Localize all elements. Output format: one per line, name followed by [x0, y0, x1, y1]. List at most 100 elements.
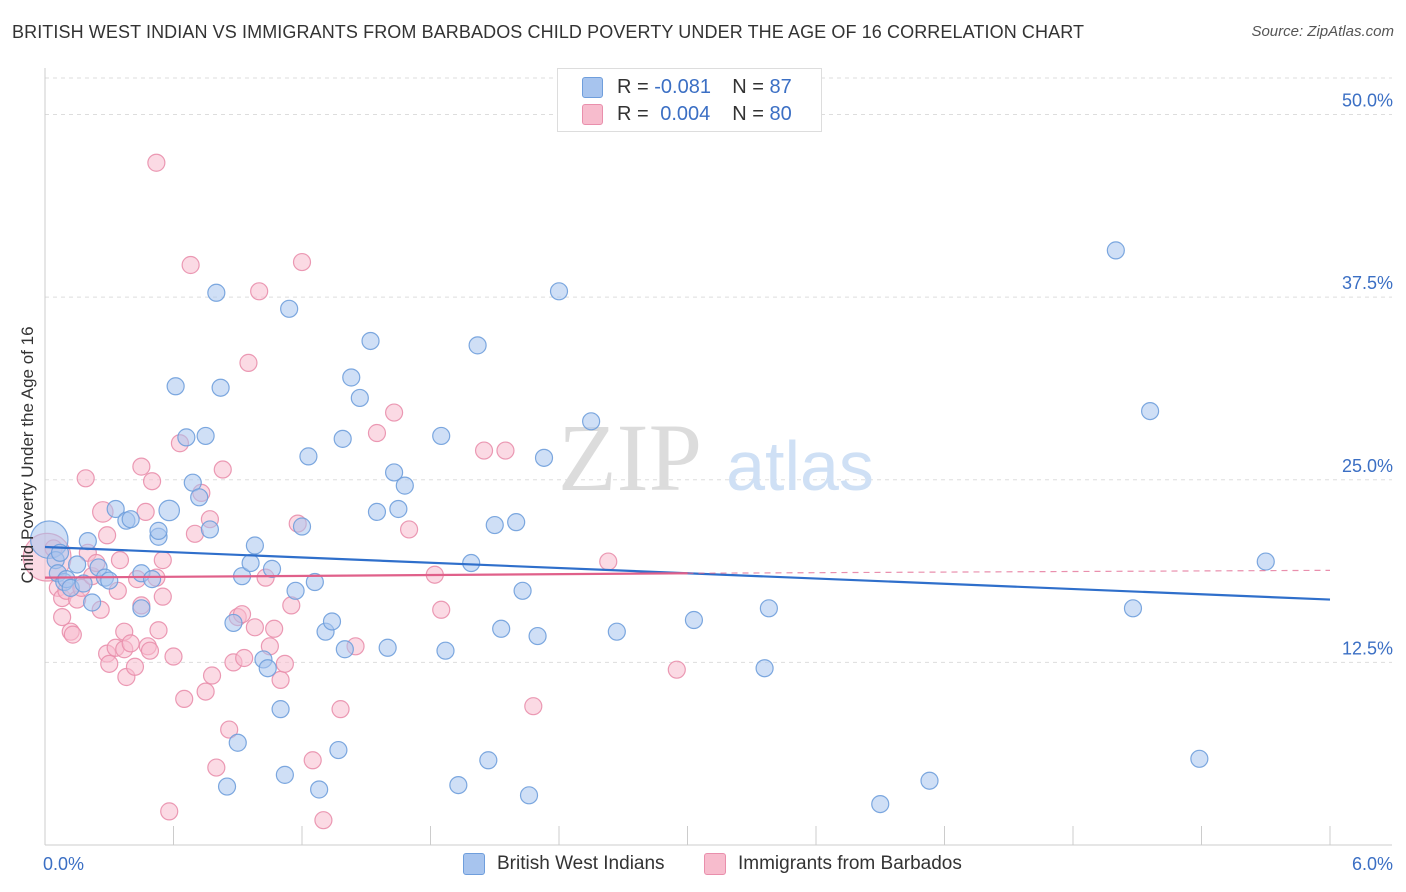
data-point: [132, 599, 151, 618]
data-point: [262, 559, 282, 578]
bottom-legend-british-west-indians: British West Indians: [463, 852, 665, 876]
data-point: [258, 659, 277, 678]
data-point: [599, 552, 618, 571]
data-point: [136, 502, 155, 522]
bottom-legend-immigrants-from-barbados: Immigrants from Barbados: [704, 852, 962, 876]
trend-line-extension-immigrants-from-barbados: [687, 569, 1331, 574]
data-point: [342, 368, 361, 387]
data-point: [121, 634, 140, 653]
data-point: [920, 771, 939, 790]
tick-labels: 12.5% 25.0% 37.5% 50.0% 0.0% 6.0%: [43, 91, 1393, 874]
data-point: [245, 536, 264, 555]
data-point: [310, 780, 329, 799]
data-point: [384, 403, 404, 422]
legend-r-label: R =: [617, 75, 649, 98]
data-point: [1256, 552, 1275, 571]
data-point: [329, 740, 348, 760]
data-point: [367, 502, 387, 522]
data-point: [389, 499, 408, 519]
watermark-zip: ZIP: [558, 404, 702, 511]
data-point: [755, 659, 774, 678]
data-point: [190, 488, 209, 507]
data-point: [164, 647, 183, 666]
data-point: [239, 353, 258, 372]
data-point: [275, 765, 294, 784]
data-point: [213, 460, 232, 479]
data-point: [63, 625, 82, 644]
bottom-legend-swatch-blue: [463, 853, 485, 875]
data-point: [211, 378, 230, 397]
data-point: [235, 648, 254, 668]
axes: [44, 68, 1392, 846]
data-point: [350, 388, 369, 408]
data-point: [142, 472, 162, 491]
data-point: [202, 666, 222, 685]
data-point: [305, 572, 324, 592]
watermark-atlas: atlas: [726, 427, 874, 505]
data-point: [250, 282, 269, 301]
data-point: [110, 551, 130, 570]
trend-lines: [44, 545, 1331, 601]
data-point: [582, 412, 601, 431]
data-point: [78, 532, 97, 551]
trend-line-immigrants-from-barbados: [44, 572, 688, 579]
data-point: [759, 599, 778, 618]
watermark: ZIP atlas: [558, 404, 874, 511]
data-point: [528, 626, 547, 646]
x-tick-label: 6.0%: [1352, 854, 1393, 874]
data-point: [524, 697, 543, 716]
data-point: [361, 331, 380, 351]
data-point: [241, 553, 260, 573]
data-point: [507, 513, 526, 532]
data-point: [53, 607, 72, 627]
legend-r-value-2: 0.004: [660, 102, 711, 125]
data-point: [333, 429, 352, 448]
stats-legend: R = -0.081 N = 87 R = 0.004 N = 80: [557, 68, 822, 132]
data-point: [432, 426, 451, 446]
x-tick-label: 0.0%: [43, 854, 84, 874]
data-point: [299, 447, 318, 466]
data-point: [479, 751, 498, 770]
data-point: [140, 641, 160, 660]
data-point: [449, 776, 468, 795]
series-british-west-indians: [29, 241, 1275, 814]
data-point: [367, 423, 387, 443]
data-point: [196, 426, 215, 446]
data-point: [335, 640, 354, 659]
data-point: [485, 515, 504, 535]
data-point: [149, 621, 168, 640]
data-point: [245, 618, 264, 637]
data-point: [462, 553, 481, 573]
data-point: [303, 751, 322, 770]
data-point: [399, 520, 419, 539]
data-point: [1190, 749, 1209, 768]
data-point: [1140, 401, 1160, 421]
data-point: [100, 571, 119, 590]
bottom-legend-label-1: British West Indians: [497, 853, 665, 874]
data-point: [160, 802, 179, 821]
source-label: Source: ZipAtlas.com: [1251, 23, 1394, 40]
data-point: [275, 654, 294, 673]
data-point: [292, 252, 312, 272]
y-axis-label: Child Poverty Under the Age of 16: [18, 326, 37, 584]
data-point: [331, 700, 350, 719]
bottom-legend-label-2: Immigrants from Barbados: [738, 853, 962, 874]
legend-row-british-west-indians: R = -0.081 N = 87: [582, 74, 792, 100]
data-point: [153, 551, 172, 570]
y-tick-label: 50.0%: [1342, 91, 1393, 111]
data-point: [228, 733, 247, 752]
data-point: [1106, 241, 1125, 260]
legend-n-label: N =: [732, 102, 764, 125]
data-point: [121, 510, 140, 529]
legend-row-immigrants-from-barbados: R = 0.004 N = 80: [582, 101, 792, 127]
data-point: [132, 457, 151, 476]
legend-n-value-2: 80: [769, 102, 792, 125]
y-tick-label: 37.5%: [1342, 273, 1393, 293]
data-point: [68, 555, 87, 574]
data-point: [492, 619, 511, 638]
legend-r-label: R =: [617, 102, 649, 125]
data-point: [76, 469, 95, 488]
data-point: [106, 499, 125, 519]
data-point: [98, 526, 117, 545]
data-point: [207, 283, 226, 302]
